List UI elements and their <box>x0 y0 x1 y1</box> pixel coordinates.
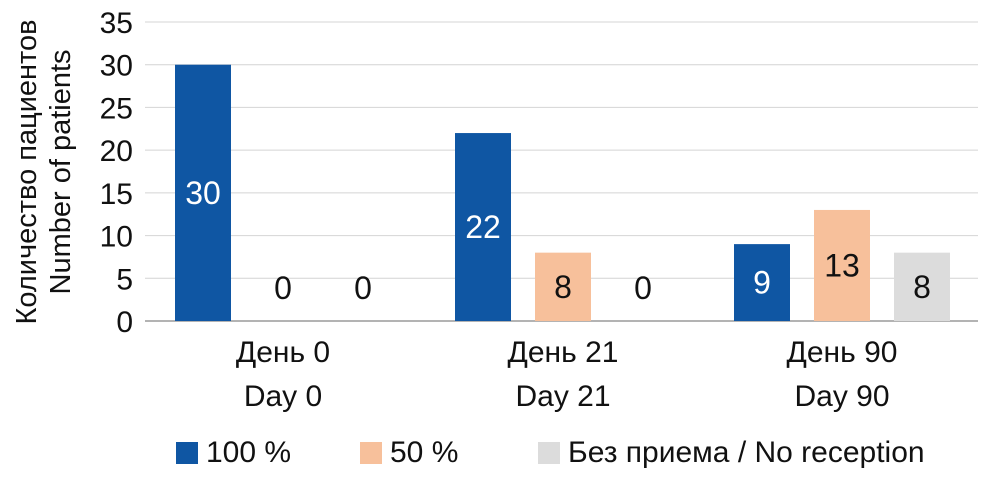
y-axis-ticks: 0 5 10 15 20 25 30 35 <box>100 7 133 339</box>
legend-item: 50 % <box>360 428 458 478</box>
x-category-label: Day 0 <box>244 380 322 413</box>
legend-swatch <box>538 442 560 464</box>
bars <box>175 64 950 321</box>
y-axis-label-line: Количество пациентов <box>11 19 43 324</box>
x-category-label: День 21 <box>508 336 619 369</box>
data-labels: 30 22 9 0 8 13 0 0 8 <box>185 175 931 306</box>
chart-legend: 100 % 50 % Без приема / No reception <box>0 428 982 478</box>
bar <box>535 252 591 321</box>
legend-item: 100 % <box>176 428 291 478</box>
data-label: 0 <box>274 270 292 306</box>
bar-chart: Количество пациентов Number of patients 0… <box>11 7 978 413</box>
x-axis-categories: День 0 Day 0 День 21 Day 21 День 90 Day 90 <box>236 336 898 413</box>
data-label: 8 <box>913 269 931 305</box>
data-label: 0 <box>354 270 372 306</box>
y-tick-label: 0 <box>116 306 133 339</box>
bar <box>894 252 950 321</box>
y-tick-label: 25 <box>100 92 133 125</box>
legend-item: Без приема / No reception <box>538 428 925 478</box>
legend-swatch <box>176 442 198 464</box>
bar <box>734 244 790 321</box>
x-category-label: Day 90 <box>794 380 889 413</box>
y-axis-label-line: Number of patients <box>45 49 77 294</box>
legend-label: 100 % <box>206 436 292 469</box>
data-label: 0 <box>634 270 652 306</box>
legend-label: 50 % <box>390 436 459 469</box>
data-label: 13 <box>824 247 860 283</box>
bar <box>814 209 870 321</box>
data-label: 30 <box>185 175 221 211</box>
y-tick-label: 35 <box>100 7 133 40</box>
bar <box>175 64 231 321</box>
x-category-label: День 90 <box>787 336 898 369</box>
data-label: 9 <box>753 265 771 301</box>
x-category-label: День 0 <box>236 336 330 369</box>
y-tick-label: 20 <box>100 135 133 168</box>
y-tick-label: 10 <box>100 221 133 254</box>
data-label: 22 <box>465 209 501 245</box>
y-tick-label: 5 <box>116 263 133 296</box>
data-label: 8 <box>554 269 572 305</box>
legend-swatch <box>360 442 382 464</box>
y-axis-label: Количество пациентов Number of patients <box>11 19 77 324</box>
x-category-label: Day 21 <box>515 380 610 413</box>
y-tick-label: 30 <box>100 50 133 83</box>
y-tick-label: 15 <box>100 178 133 211</box>
legend-label: Без приема / No reception <box>568 436 925 469</box>
bar <box>455 133 511 321</box>
